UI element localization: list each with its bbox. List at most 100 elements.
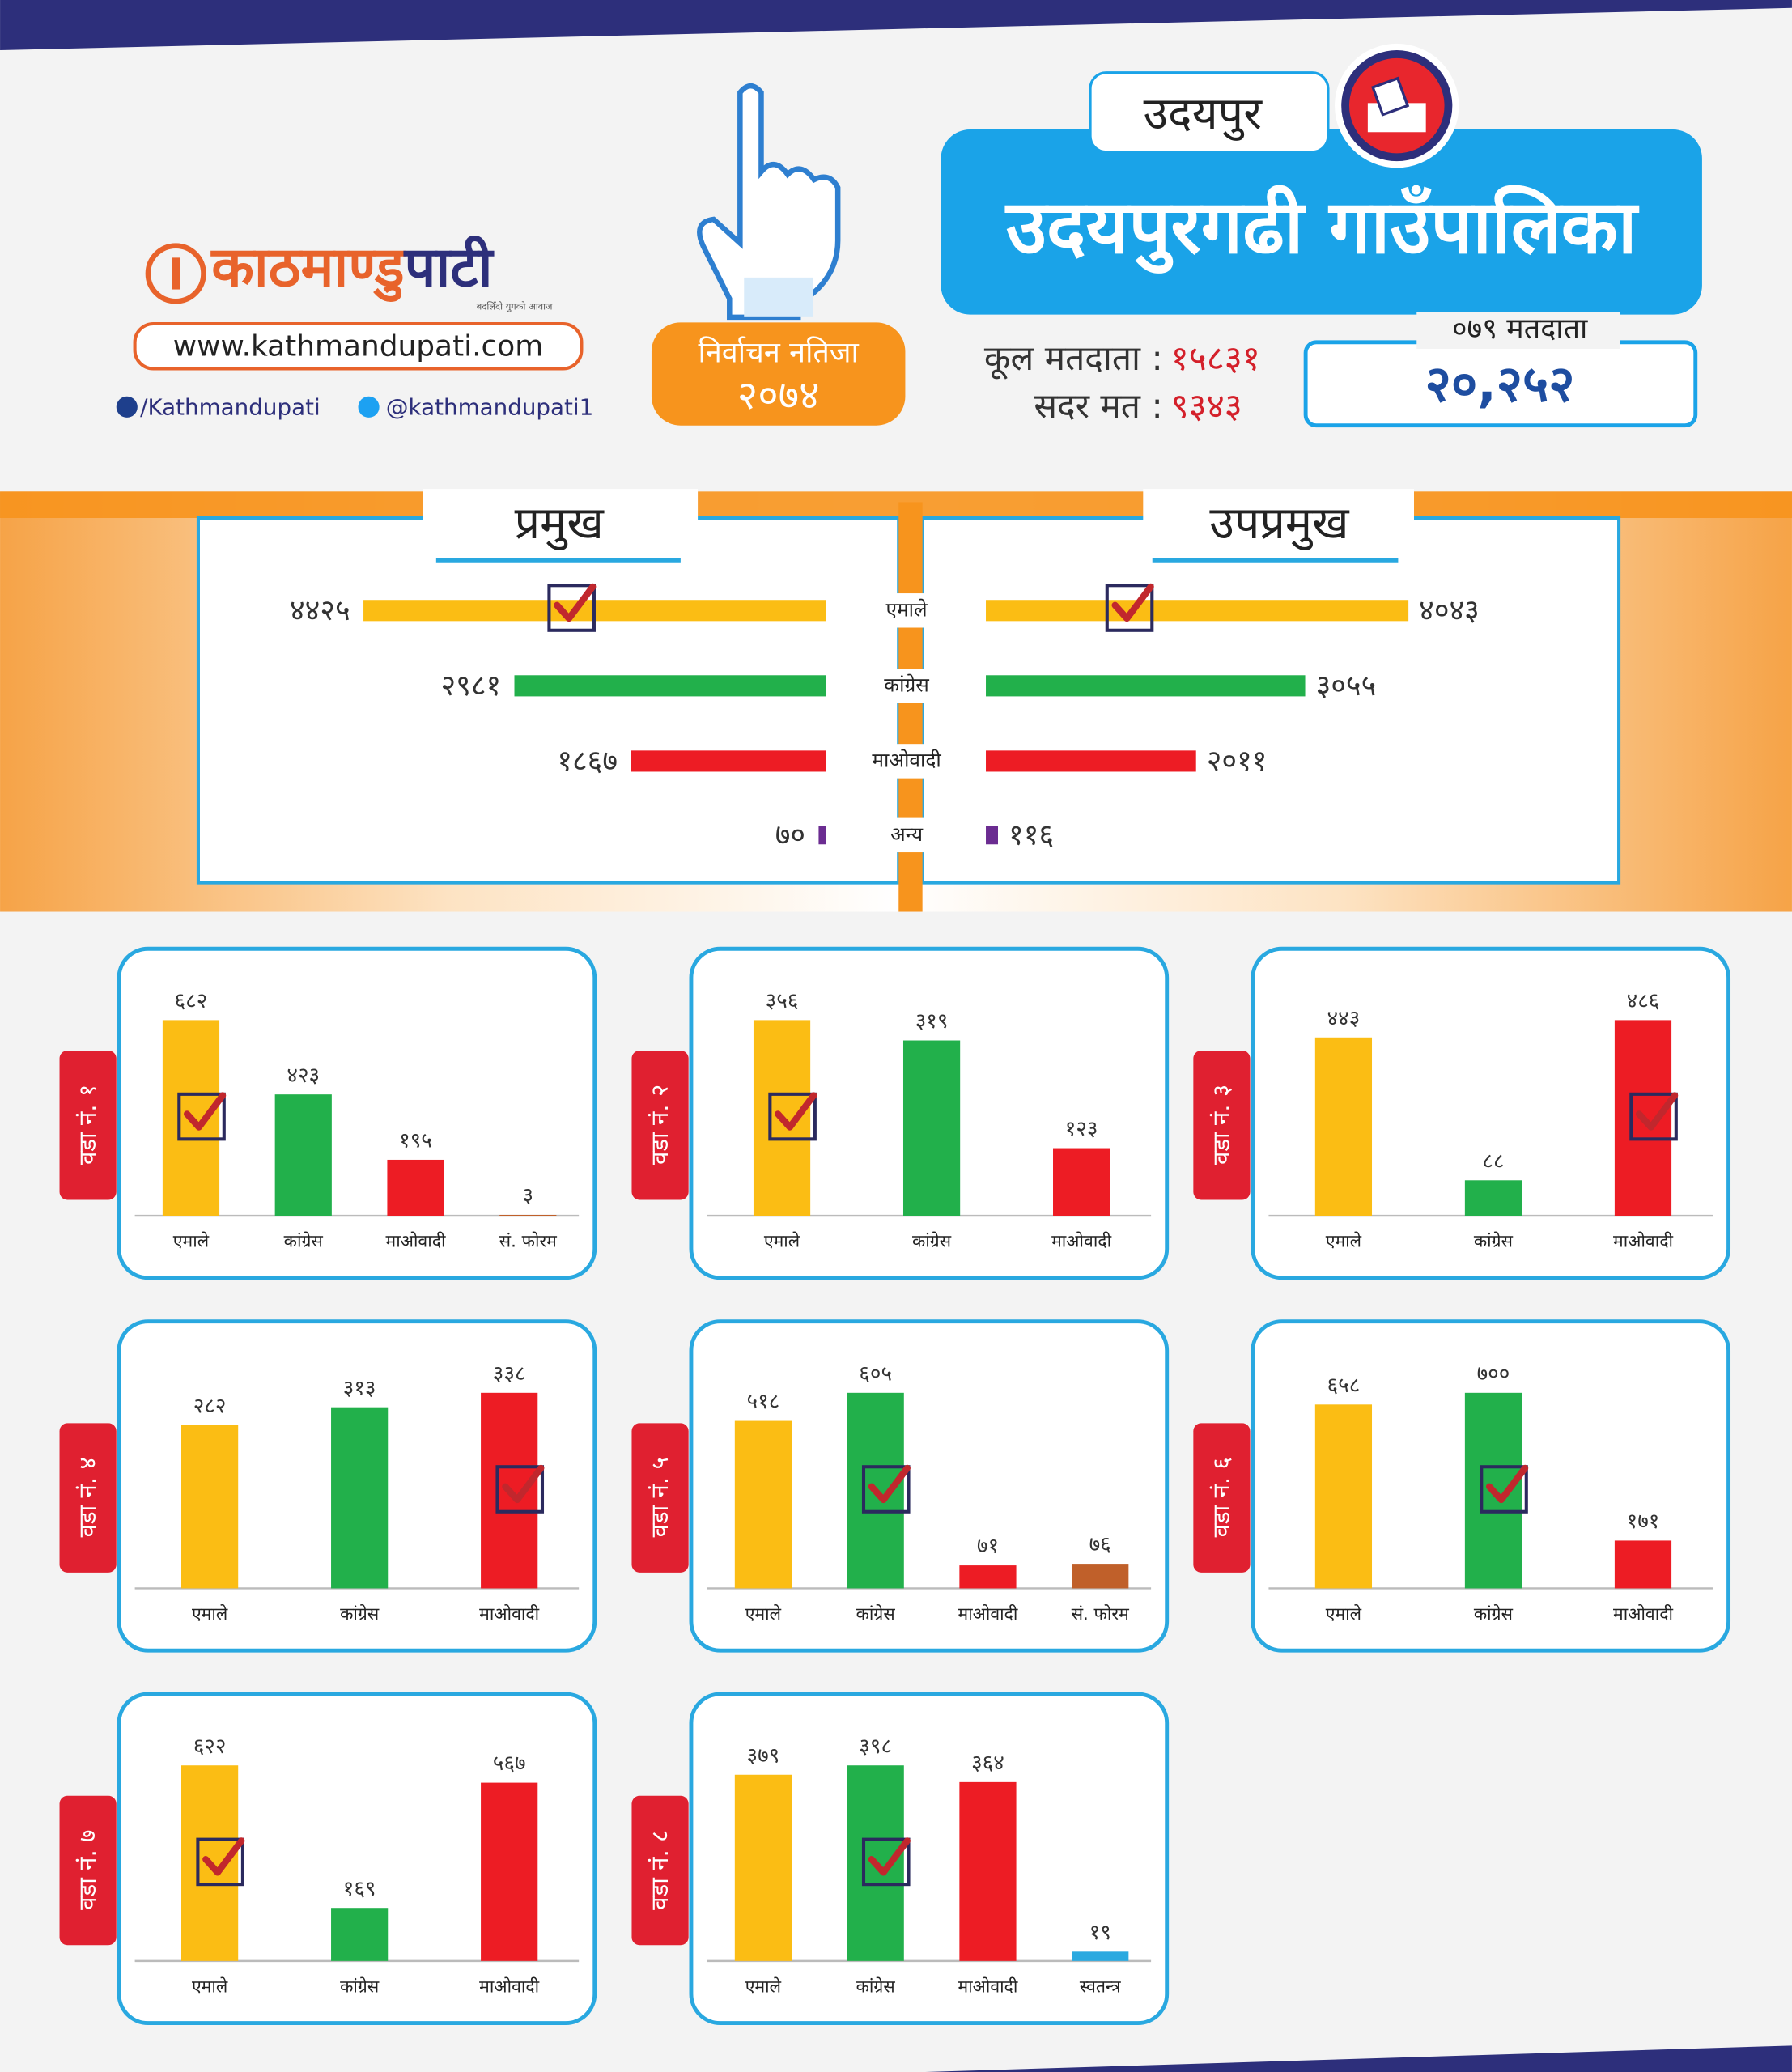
category-label: अन्य: [890, 822, 924, 846]
ward-tab: [1193, 1050, 1251, 1200]
winner-check: [775, 1092, 817, 1131]
bar: [734, 1774, 792, 1961]
category-label: माओवादी: [1051, 1231, 1111, 1252]
category-label: एमाले: [764, 1231, 800, 1252]
ward-tab: [59, 1423, 117, 1573]
logo-icon: [145, 243, 206, 304]
facebook: /Kathmandupati: [140, 393, 321, 420]
value-label: ६८२: [175, 989, 208, 1013]
winner-box: [1629, 1092, 1678, 1141]
category-label: एमाले: [1326, 1231, 1362, 1252]
category-label: कांग्रेस: [884, 673, 929, 696]
badge-title: निर्वाचन नतिजा: [699, 336, 860, 370]
bar: [1464, 1180, 1522, 1216]
value-label: १९: [1089, 1921, 1111, 1945]
total-voters-label: कूल मतदाता :: [984, 339, 1163, 380]
logo-icon-bar: [172, 257, 180, 290]
category-bg: [859, 669, 954, 703]
ward-tab: [59, 1795, 117, 1946]
value-label: ८८: [1482, 1149, 1504, 1174]
voters-079-label: ०७९ मतदाता: [1452, 312, 1588, 346]
result-badge: [651, 322, 906, 426]
bar: [902, 1040, 961, 1216]
logo: काठमाण्डुपाटी: [210, 236, 495, 303]
value-label: ४४२५: [290, 594, 350, 627]
winner-check: [1636, 1092, 1679, 1131]
winner-box: [861, 1837, 911, 1887]
category-label: एमाले: [886, 597, 928, 621]
value-label: ११६: [1009, 818, 1054, 851]
bar: [274, 1094, 332, 1216]
ward-tab: [631, 1050, 689, 1200]
category-label: कांग्रेस: [1474, 1603, 1514, 1624]
title-box: [941, 130, 1702, 315]
category-label: सं. फोरम: [499, 1231, 557, 1252]
winner-check: [1111, 583, 1154, 622]
bar: [499, 1214, 557, 1216]
bar: [1614, 1540, 1672, 1589]
bar: [986, 750, 1196, 772]
bar: [959, 1781, 1017, 1961]
bar: [1072, 1951, 1129, 1961]
winner-check: [554, 583, 597, 622]
valid-votes-label: सदर मत :: [1034, 387, 1162, 427]
category-bg: [859, 817, 954, 853]
winner-box: [861, 1465, 911, 1514]
category-label: कांग्रेस: [340, 1603, 380, 1624]
bar: [481, 1782, 538, 1961]
value-label: १९५: [399, 1129, 432, 1153]
winner-box: [177, 1092, 226, 1141]
value-label: ४८६: [1627, 989, 1660, 1013]
ward-tab: [59, 1050, 117, 1200]
value-label: ६०५: [859, 1361, 892, 1386]
value-label: १७१: [1627, 1509, 1660, 1534]
value-label: ३६४: [971, 1751, 1004, 1776]
website: www.kathmandupati.com: [173, 329, 543, 363]
category-label: कांग्रेस: [340, 1976, 380, 1998]
ward-title: वडा नं. २: [646, 1085, 673, 1165]
ward-title: वडा नं. ४: [74, 1457, 101, 1537]
value-label: ७००: [1477, 1361, 1510, 1386]
value-label: ४४३: [1327, 1006, 1361, 1030]
voters-079-label-bg: [1416, 312, 1620, 350]
bottom-stripe: [0, 2045, 1792, 2072]
category-label: एमाले: [745, 1976, 782, 1998]
value-label: २८२: [193, 1394, 227, 1418]
value-label: ६५८: [1327, 1374, 1361, 1398]
value-label: १८६७: [557, 745, 618, 778]
bar: [331, 1908, 389, 1961]
value-label: ५१८: [747, 1390, 780, 1414]
bar: [734, 1420, 792, 1589]
website-box: [133, 321, 584, 371]
bar: [387, 1159, 444, 1216]
tagline: बदलिँदो युगको आवाज: [477, 300, 553, 312]
left-panel: [196, 516, 901, 885]
top-stripe: [0, 0, 1792, 51]
badge-year: २०७४: [737, 372, 820, 418]
winner-check: [868, 1837, 911, 1876]
left-tab: [423, 489, 699, 561]
summary-band-top: [0, 491, 1792, 518]
category-label: कांग्रेस: [856, 1603, 896, 1624]
bar: [986, 600, 1409, 622]
ward-tab: [631, 1423, 689, 1573]
winner-check: [184, 1092, 227, 1131]
category-label: माओवादी: [479, 1976, 539, 1998]
value-label: ३७९: [747, 1743, 780, 1768]
category-label: सं. फोरम: [1072, 1603, 1129, 1624]
value-label: २९८१: [440, 669, 501, 703]
bar: [818, 826, 826, 845]
ward-title: वडा नं. ५: [646, 1457, 673, 1537]
winner-check: [502, 1464, 545, 1504]
logo-part: काठमाण्डु: [210, 236, 406, 303]
winner-box: [1105, 584, 1154, 632]
bar: [1314, 1404, 1373, 1589]
value-label: १२३: [1065, 1117, 1098, 1141]
category-label: माओवादी: [958, 1603, 1017, 1624]
value-label: ३९८: [859, 1734, 892, 1759]
bar: [331, 1407, 389, 1589]
district: उदयपुर: [1144, 87, 1263, 141]
value-label: ३५६: [766, 989, 799, 1013]
winner-check: [1485, 1464, 1529, 1504]
